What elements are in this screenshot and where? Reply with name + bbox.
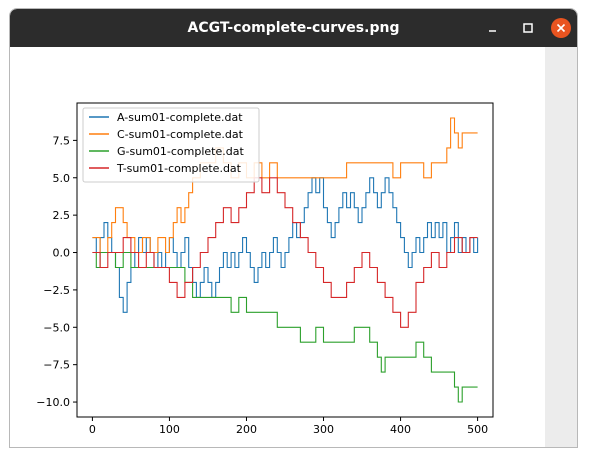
x-tick-label: 0 <box>89 423 96 436</box>
y-tick-label: −10.0 <box>36 396 70 409</box>
series-line-t <box>92 177 478 328</box>
minimize-icon <box>489 30 496 32</box>
y-tick-label: 5.0 <box>53 172 71 185</box>
x-tick-label: 100 <box>159 423 180 436</box>
vertical-scrollbar[interactable] <box>545 47 577 447</box>
maximize-button[interactable] <box>518 18 538 38</box>
legend-label: G-sum01-complete.dat <box>117 145 244 158</box>
window-title: ACGT-complete-curves.png <box>187 20 400 36</box>
line-chart: 0 100 200 300 400 500 7.5 5.0 2.5 0.0 −2.5 −5.0 −7.5… <box>36 102 494 436</box>
maximize-icon <box>523 23 533 33</box>
series-line-g <box>92 251 478 403</box>
legend-label: T-sum01-complete.dat <box>116 162 242 175</box>
plot-frame <box>76 102 494 418</box>
image-viewer-window: ACGT-complete-curves.png 0 100 200 300 400 50… <box>9 8 578 448</box>
y-tick-label: −7.5 <box>43 359 70 372</box>
x-tick-label: 500 <box>467 423 488 436</box>
y-tick-label: 0.0 <box>53 247 71 260</box>
y-tick-label: −5.0 <box>43 321 70 334</box>
y-tick-label: −2.5 <box>43 284 70 297</box>
x-tick-label: 300 <box>313 423 334 436</box>
x-tick-label: 400 <box>390 423 411 436</box>
close-icon <box>556 23 566 33</box>
x-tick-label: 200 <box>236 423 257 436</box>
minimize-button[interactable] <box>483 18 503 38</box>
y-tick-label: 2.5 <box>53 209 71 222</box>
legend-label: A-sum01-complete.dat <box>117 111 243 124</box>
title-bar[interactable]: ACGT-complete-curves.png <box>10 9 577 47</box>
legend-label: C-sum01-complete.dat <box>117 128 244 141</box>
series-line-a <box>92 177 479 313</box>
legend-box <box>82 107 260 183</box>
image-canvas: 0 100 200 300 400 500 7.5 5.0 2.5 0.0 −2.5 −5.0 −7.5… <box>10 47 577 447</box>
close-button[interactable] <box>551 18 571 38</box>
y-tick-label: 7.5 <box>53 134 71 147</box>
